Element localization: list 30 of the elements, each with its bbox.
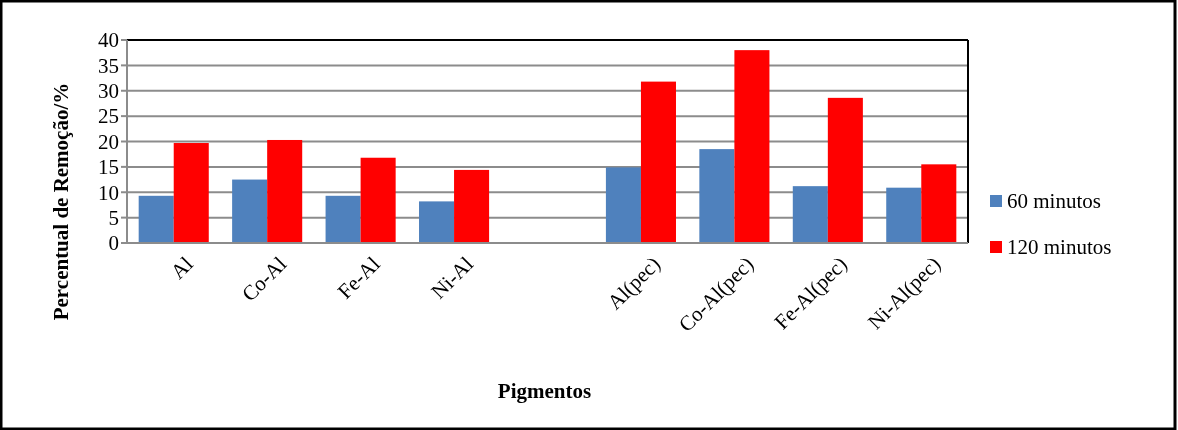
bar bbox=[734, 50, 770, 243]
bar bbox=[699, 149, 735, 243]
y-axis-title: Percentual de Remoção/% bbox=[49, 82, 73, 321]
bar bbox=[921, 164, 957, 243]
y-tick-label: 5 bbox=[108, 205, 119, 230]
x-axis-title: Pigmentos bbox=[497, 379, 592, 403]
bar bbox=[454, 169, 490, 243]
bar bbox=[232, 179, 268, 243]
bar bbox=[419, 201, 455, 243]
y-tick-label: 35 bbox=[98, 53, 119, 78]
bar bbox=[325, 195, 361, 243]
bar bbox=[138, 195, 174, 243]
y-tick-label: 10 bbox=[98, 180, 119, 205]
bar bbox=[640, 81, 676, 243]
bar bbox=[605, 167, 641, 243]
legend-label: 60 minutos bbox=[1007, 189, 1101, 214]
x-tick-label: Al bbox=[165, 251, 198, 284]
bar bbox=[173, 143, 209, 243]
bar bbox=[827, 97, 863, 243]
bar bbox=[360, 157, 396, 243]
bar bbox=[267, 139, 303, 243]
bar bbox=[792, 186, 828, 243]
y-tick-label: 40 bbox=[98, 28, 119, 53]
bar bbox=[886, 187, 922, 243]
y-tick-label: 0 bbox=[108, 231, 119, 256]
y-tick-label: 25 bbox=[98, 104, 119, 129]
legend-label: 120 minutos bbox=[1007, 235, 1112, 260]
y-tick-label: 15 bbox=[98, 155, 119, 180]
y-tick-label: 20 bbox=[98, 129, 119, 154]
y-tick-label: 30 bbox=[98, 79, 119, 104]
